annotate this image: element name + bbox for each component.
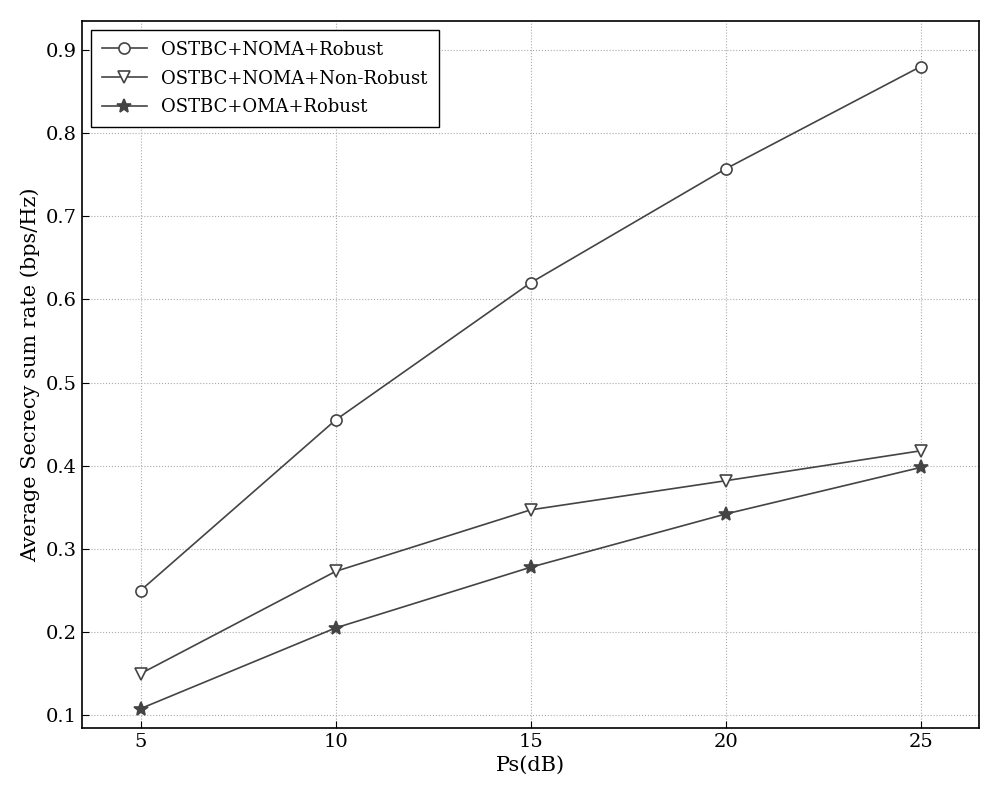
OSTBC+NOMA+Non-Robust [720,476,732,486]
Line: OSTBC+NOMA+Non-Robust: OSTBC+NOMA+Non-Robust [135,445,926,679]
OSTBC+OMA+Robust [720,509,732,519]
OSTBC+NOMA+Non-Robust [525,505,537,515]
Line: OSTBC+NOMA+Robust: OSTBC+NOMA+Robust [135,61,926,596]
OSTBC+OMA+Robust [915,462,927,472]
OSTBC+NOMA+Robust [135,586,147,595]
X-axis label: Ps(dB): Ps(dB) [496,756,565,775]
OSTBC+OMA+Robust [330,623,342,633]
OSTBC+NOMA+Non-Robust [330,567,342,576]
OSTBC+OMA+Robust [525,563,537,572]
OSTBC+NOMA+Robust [525,278,537,287]
Y-axis label: Average Secrecy sum rate (bps/Hz): Average Secrecy sum rate (bps/Hz) [21,187,41,561]
Legend: OSTBC+NOMA+Robust, OSTBC+NOMA+Non-Robust, OSTBC+OMA+Robust: OSTBC+NOMA+Robust, OSTBC+NOMA+Non-Robust… [91,30,439,127]
OSTBC+OMA+Robust [135,704,147,713]
OSTBC+NOMA+Robust [330,416,342,425]
OSTBC+NOMA+Robust [915,62,927,72]
OSTBC+NOMA+Non-Robust [135,669,147,678]
Line: OSTBC+OMA+Robust: OSTBC+OMA+Robust [134,461,928,716]
OSTBC+NOMA+Robust [720,164,732,174]
OSTBC+NOMA+Non-Robust [915,446,927,455]
